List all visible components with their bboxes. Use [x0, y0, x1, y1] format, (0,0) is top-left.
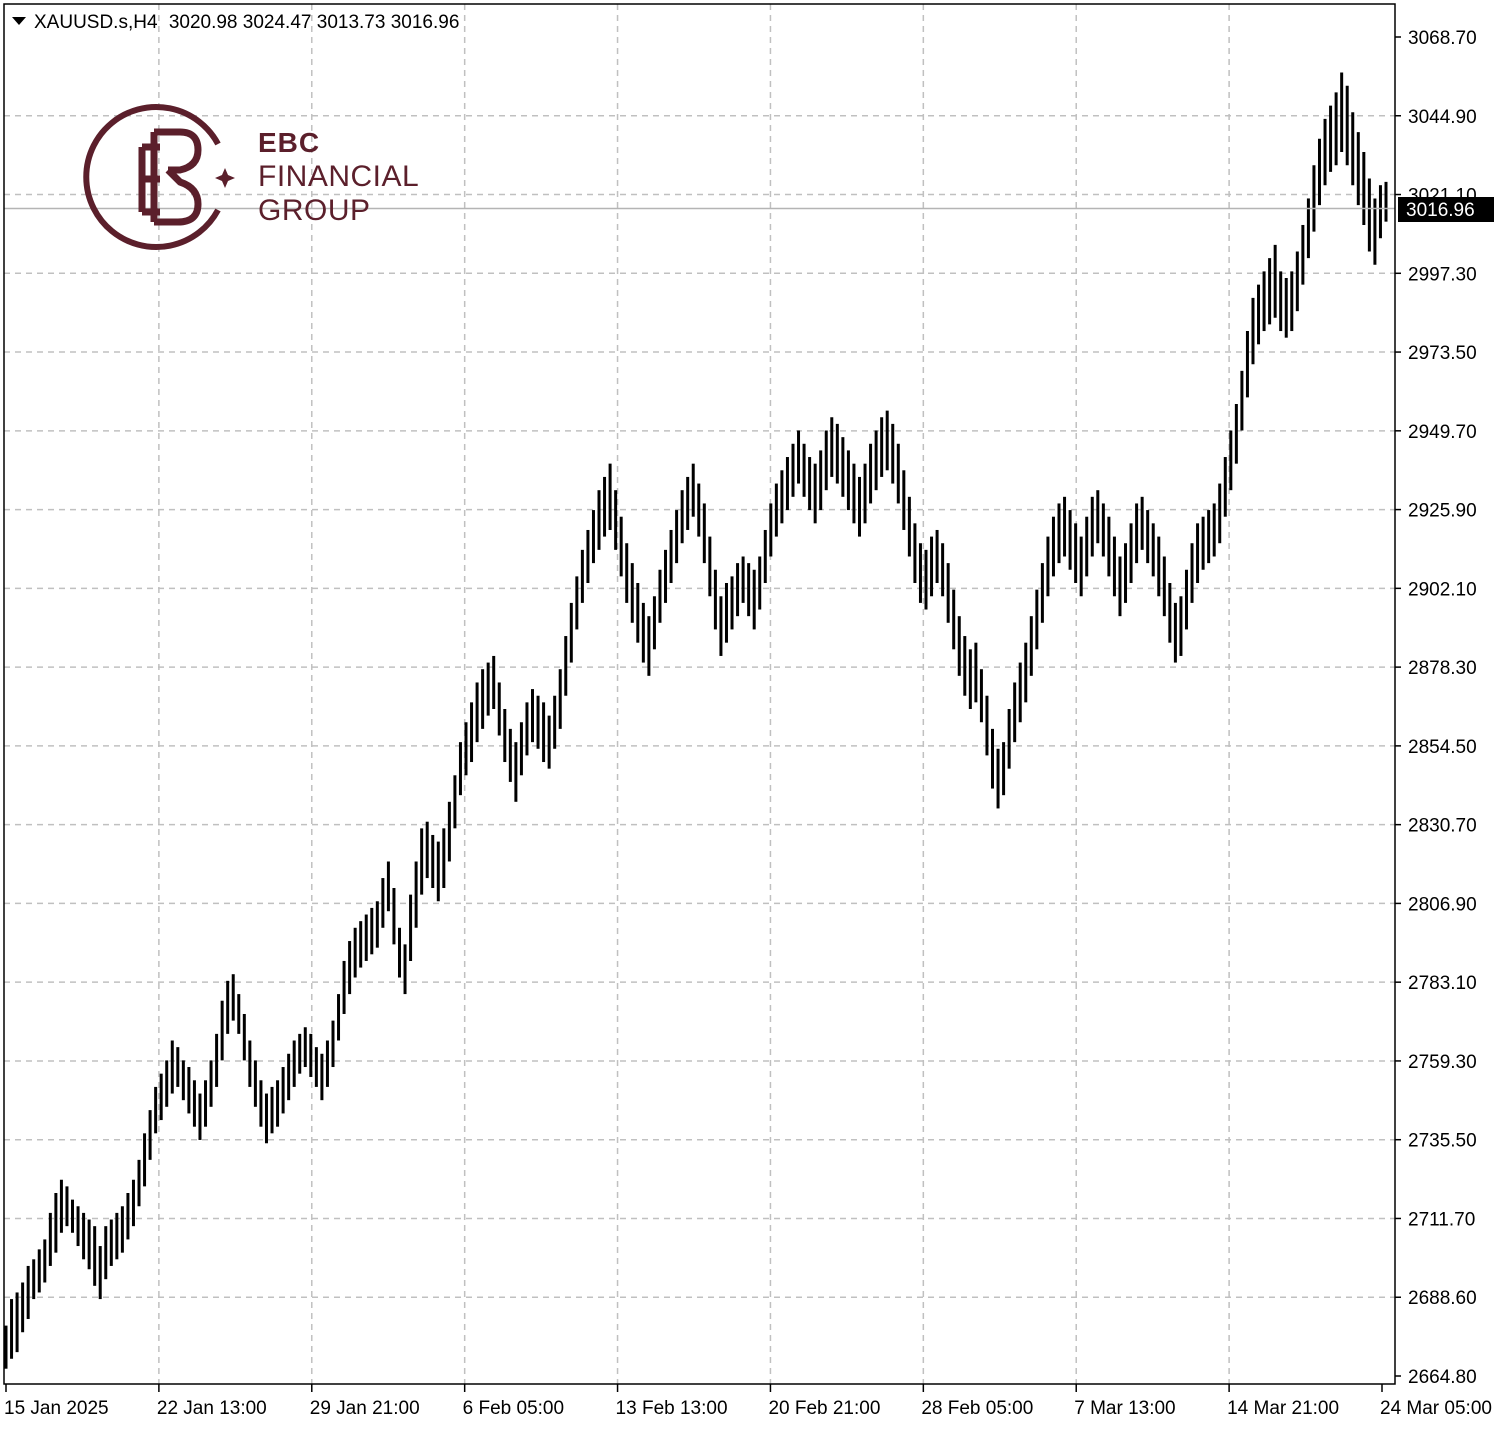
dropdown-triangle-icon[interactable] [12, 16, 26, 25]
x-tick-label: 22 Jan 13:00 [157, 1398, 267, 1419]
y-tick-label: 2925.90 [1408, 501, 1477, 522]
ebc-emblem-icon [83, 104, 235, 250]
x-tick-label: 24 Mar 05:00 [1380, 1398, 1492, 1419]
y-tick-label: 2711.70 [1408, 1209, 1475, 1230]
time-axis[interactable]: 15 Jan 2025 22 Jan 13:00 29 Jan 21:00 6 Feb… [4, 1384, 1492, 1419]
price-axis[interactable]: 3068.703044.903021.102997.302973.502949.… [1395, 28, 1477, 1388]
price-bars [4, 72, 1388, 1369]
x-tick-label: 28 Feb 05:00 [921, 1398, 1033, 1419]
high-value: 3024.47 [242, 12, 312, 33]
y-tick-label: 2973.50 [1408, 343, 1477, 364]
y-tick-label: 2854.50 [1408, 737, 1477, 758]
plot-frame [3, 3, 1396, 1385]
y-tick-label: 2997.30 [1408, 264, 1477, 285]
y-tick-label: 2735.50 [1408, 1131, 1477, 1152]
current-price-value: 3016.96 [1406, 200, 1475, 221]
logo-line-1: EBC [258, 127, 321, 158]
x-tick-label: 29 Jan 21:00 [310, 1398, 420, 1419]
x-tick-label: 20 Feb 21:00 [768, 1398, 880, 1419]
open-value: 3020.98 [168, 12, 238, 33]
x-tick-label: 7 Mar 13:00 [1074, 1398, 1175, 1419]
y-tick-label: 2664.80 [1408, 1367, 1477, 1388]
y-tick-label: 2688.60 [1408, 1288, 1477, 1309]
symbol-label: XAUUSD.s,H4 [34, 12, 158, 33]
x-tick-label: 13 Feb 13:00 [616, 1398, 728, 1419]
y-tick-label: 2949.70 [1408, 422, 1477, 443]
logo-line-2: FINANCIAL [258, 160, 420, 193]
logo-wordmark: EBC FINANCIAL GROUP [258, 126, 419, 228]
logo-line-3: GROUP [258, 194, 371, 227]
grid-lines [4, 4, 1395, 1384]
close-value: 3016.96 [390, 12, 460, 33]
y-tick-label: 3068.70 [1408, 28, 1477, 49]
x-tick-label: 14 Mar 21:00 [1227, 1398, 1339, 1419]
low-value: 3013.73 [316, 12, 386, 33]
y-tick-label: 2783.10 [1408, 973, 1477, 994]
symbol-header: XAUUSD.s,H4 3020.98 3024.47 3013.73 3016… [12, 12, 459, 34]
y-tick-label: 3044.90 [1408, 107, 1477, 128]
ebc-logo: EBC FINANCIAL GROUP [80, 102, 440, 252]
y-tick-label: 2878.30 [1408, 658, 1477, 679]
y-tick-label: 2902.10 [1408, 579, 1477, 600]
x-tick-label: 15 Jan 2025 [4, 1398, 109, 1419]
x-tick-label: 6 Feb 05:00 [463, 1398, 564, 1419]
y-tick-label: 2759.30 [1408, 1052, 1477, 1073]
current-price-tag: 3016.96 [1398, 197, 1494, 222]
y-tick-label: 2806.90 [1408, 894, 1477, 915]
y-tick-label: 2830.70 [1408, 816, 1477, 837]
